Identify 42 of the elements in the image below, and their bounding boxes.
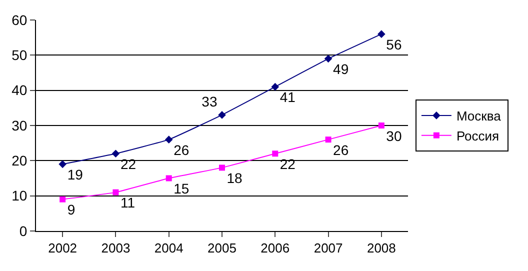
- y-tick-label: 60: [12, 12, 28, 28]
- data-label: 41: [280, 89, 296, 106]
- point: [218, 111, 226, 119]
- point: [164, 136, 173, 144]
- y-tick-label: 50: [12, 47, 28, 64]
- x-tick-label: 2002: [48, 240, 78, 256]
- data-label: 11: [120, 194, 136, 211]
- data-label: 30: [386, 128, 402, 144]
- point: [271, 82, 280, 91]
- y-tick-label: 40: [12, 82, 28, 98]
- y-tick-label: 30: [12, 117, 28, 134]
- point: [325, 136, 332, 143]
- point: [112, 150, 120, 158]
- x-tick-label: 2003: [101, 240, 130, 256]
- data-label: 9: [67, 202, 76, 218]
- y-tick-label: 10: [12, 188, 28, 204]
- legend-label: Москва: [456, 108, 502, 124]
- point: [58, 160, 66, 168]
- data-label: 49: [333, 60, 349, 77]
- y-tick-label: 20: [12, 152, 28, 169]
- point: [60, 196, 66, 202]
- data-label: 15: [174, 180, 190, 196]
- x-tick-label: 2007: [314, 240, 343, 256]
- data-label: 26: [174, 142, 190, 158]
- data-label: 19: [67, 166, 84, 182]
- point: [378, 122, 384, 128]
- x-tick-label: 2006: [260, 240, 290, 256]
- point: [112, 189, 119, 196]
- y-tick-label: 0: [19, 222, 28, 239]
- point: [324, 54, 332, 63]
- x-tick-label: 2004: [154, 240, 184, 256]
- point: [378, 30, 386, 38]
- point: [219, 164, 225, 171]
- data-label: 56: [386, 36, 402, 52]
- data-label: 18: [226, 170, 243, 186]
- data-label: 33: [202, 94, 218, 110]
- x-tick-label: 2008: [366, 240, 396, 256]
- legend-label: Россия: [456, 128, 500, 144]
- point: [272, 150, 278, 157]
- data-label: 26: [333, 142, 349, 158]
- point: [166, 175, 172, 182]
- x-tick-label: 2005: [208, 240, 236, 256]
